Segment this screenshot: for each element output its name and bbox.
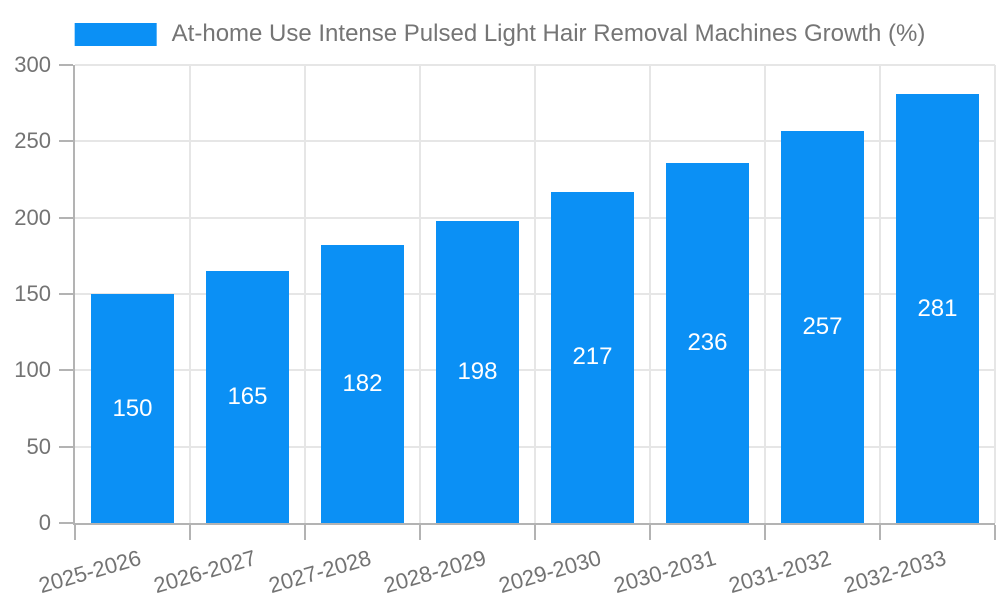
y-axis-label: 250	[14, 128, 51, 154]
x-axis-tick	[419, 525, 421, 540]
x-axis-label: 2029-2030	[496, 545, 605, 599]
x-gridline	[649, 65, 651, 523]
x-axis-tick	[764, 525, 766, 540]
y-axis-label: 50	[26, 433, 51, 459]
x-gridline	[189, 65, 191, 523]
bar[interactable]: 165	[206, 271, 289, 523]
x-axis-label: 2031-2032	[726, 545, 835, 599]
x-axis-label-cell: 2029-2030	[496, 523, 650, 598]
x-axis-label: 2028-2029	[381, 545, 490, 599]
x-axis-label: 2032-2033	[841, 545, 950, 599]
x-gridline	[994, 65, 996, 523]
legend-label: At-home Use Intense Pulsed Light Hair Re…	[171, 20, 926, 47]
x-axis-label: 2026-2027	[151, 545, 260, 599]
bar-value-label: 198	[457, 357, 498, 385]
y-axis-tick	[59, 64, 73, 66]
x-axis-label-cell: 2025-2026	[36, 523, 190, 598]
bar-value-label: 182	[342, 370, 383, 398]
plot-area: 0 50 100 150 200 250 300 150 2025-2026 165 2026-20…	[14, 54, 996, 598]
y-axis-tick	[59, 293, 73, 295]
bar[interactable]: 236	[666, 162, 749, 523]
y-axis-tick	[59, 140, 73, 143]
x-gridline	[534, 65, 536, 523]
x-axis-label: 2030-2031	[611, 545, 720, 599]
x-axis-tick	[74, 525, 76, 540]
y-axis-label: 300	[14, 52, 51, 77]
bar[interactable]: 257	[781, 130, 864, 523]
x-axis-tick	[304, 525, 306, 540]
legend-item[interactable]: At-home Use Intense Pulsed Light Hair Re…	[74, 20, 926, 48]
x-axis-tick	[534, 525, 536, 540]
bar-value-label: 165	[227, 383, 268, 411]
bar[interactable]: 217	[551, 191, 634, 523]
y-axis-label: 0	[38, 510, 51, 535]
legend-swatch	[74, 22, 157, 46]
x-axis-label-cell: 2031-2032	[726, 523, 880, 598]
bar-value-label: 236	[687, 328, 728, 356]
y-axis-tick	[59, 216, 73, 219]
x-axis-tick	[994, 525, 996, 540]
bar-value-label: 281	[917, 294, 958, 322]
bar-value-label: 150	[112, 394, 153, 422]
x-gridline	[764, 65, 766, 523]
x-axis-label-cell: 2028-2029	[381, 523, 535, 598]
bar-value-label: 217	[572, 343, 613, 371]
y-axis-label: 150	[14, 281, 51, 306]
x-axis-label-cell: 2032-2033	[841, 523, 995, 598]
x-axis-label-cell: 2030-2031	[611, 523, 765, 598]
x-axis-label-cell: 2026-2027	[151, 523, 305, 598]
x-axis-tick	[189, 525, 191, 540]
x-axis-tick	[649, 525, 651, 540]
y-axis-label: 200	[14, 204, 51, 230]
bar[interactable]: 198	[436, 220, 519, 523]
x-axis-label: 2025-2026	[36, 545, 145, 599]
x-gridline	[419, 65, 421, 523]
x-gridline	[879, 65, 881, 523]
bar[interactable]: 281	[896, 94, 979, 523]
bar[interactable]: 182	[321, 245, 404, 523]
x-gridline	[304, 65, 306, 523]
bar-value-label: 257	[802, 312, 843, 340]
x-axis-label-cell: 2027-2028	[266, 523, 420, 598]
y-axis-tick	[59, 445, 73, 448]
y-axis-tick	[59, 369, 73, 372]
y-axis-label: 100	[14, 357, 51, 383]
x-axis-label: 2027-2028	[266, 545, 375, 599]
bar[interactable]: 150	[91, 294, 174, 523]
y-axis-tick	[59, 522, 73, 524]
x-axis-tick	[879, 525, 881, 540]
